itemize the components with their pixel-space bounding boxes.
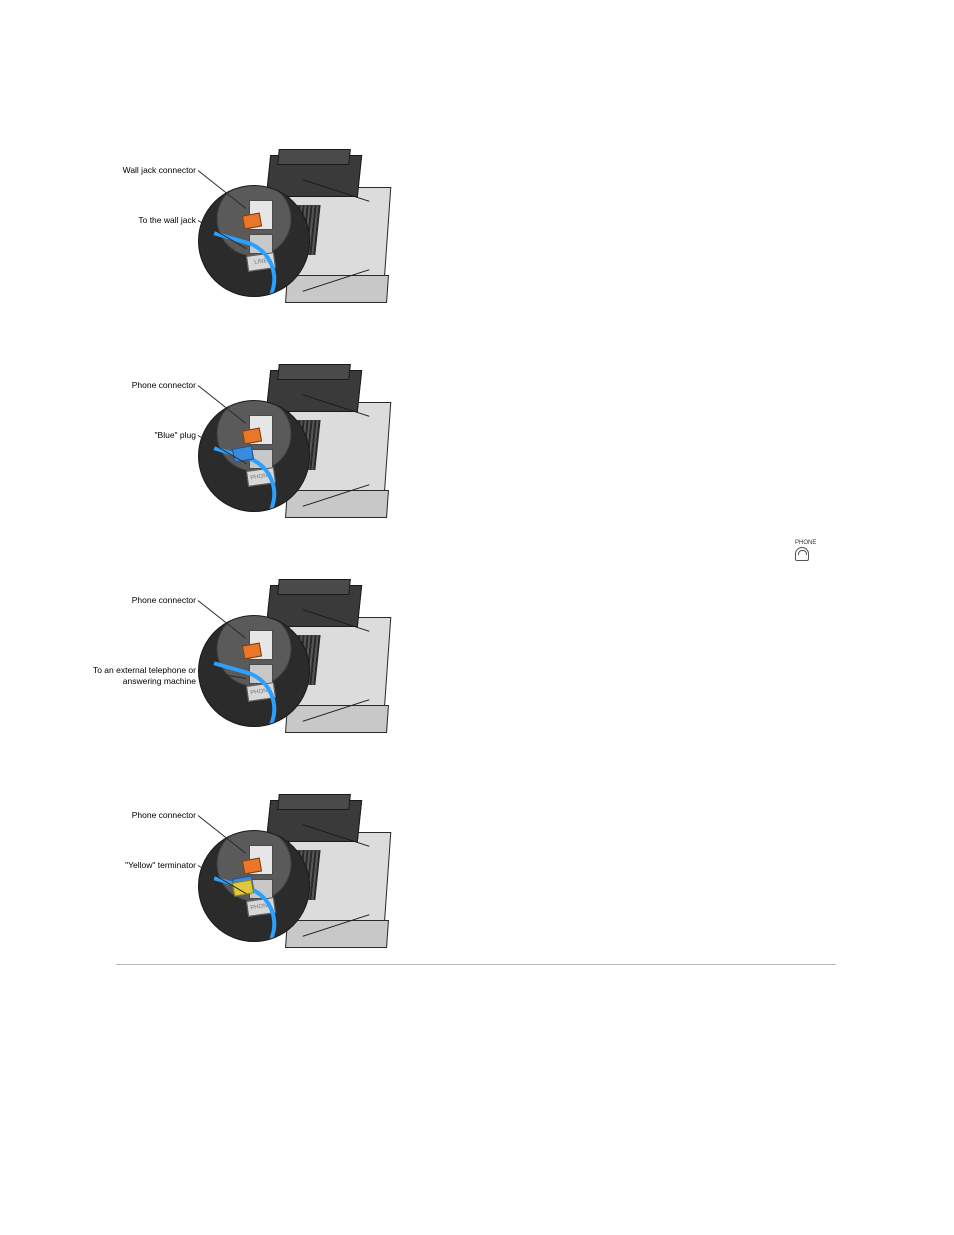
printer-connection-figure: LINE Wall jack connector To the wall jack <box>116 130 396 320</box>
printer-connection-figure: PHONEPhone connector"Yellow" terminator <box>116 775 396 965</box>
zoom-detail: PHONE <box>198 400 310 512</box>
callout-label: "Blue" plug <box>141 430 196 441</box>
callout-label: To an external telephone or answering ma… <box>81 665 196 687</box>
printer-connection-figure: PHONE Phone connector "Blue" plug <box>116 345 396 535</box>
phone-icon-label: PHONE <box>795 540 811 546</box>
callout-label: Wall jack connector <box>116 165 196 176</box>
callout-label: Phone connector <box>121 810 196 821</box>
section-divider <box>116 964 836 965</box>
document-page: LINE Wall jack connector To the wall jack P… <box>0 0 954 1235</box>
zoom-detail: PHONE <box>198 830 310 942</box>
zoom-detail: LINE <box>198 185 310 297</box>
phone-icon: PHONE <box>795 540 811 556</box>
callout-label: Phone connector <box>121 595 196 606</box>
callout-label: Phone connector <box>121 380 196 391</box>
callout-label: To the wall jack <box>126 215 196 226</box>
port-label: PHONE <box>246 682 276 702</box>
port-label: PHONE <box>246 897 276 917</box>
printer-connection-figure: PHONEPhone connectorTo an external telep… <box>116 560 396 750</box>
port-label: PHONE <box>246 467 276 487</box>
zoom-detail: PHONE <box>198 615 310 727</box>
callout-label: "Yellow" terminator <box>111 860 196 871</box>
port-label: LINE <box>246 252 276 272</box>
